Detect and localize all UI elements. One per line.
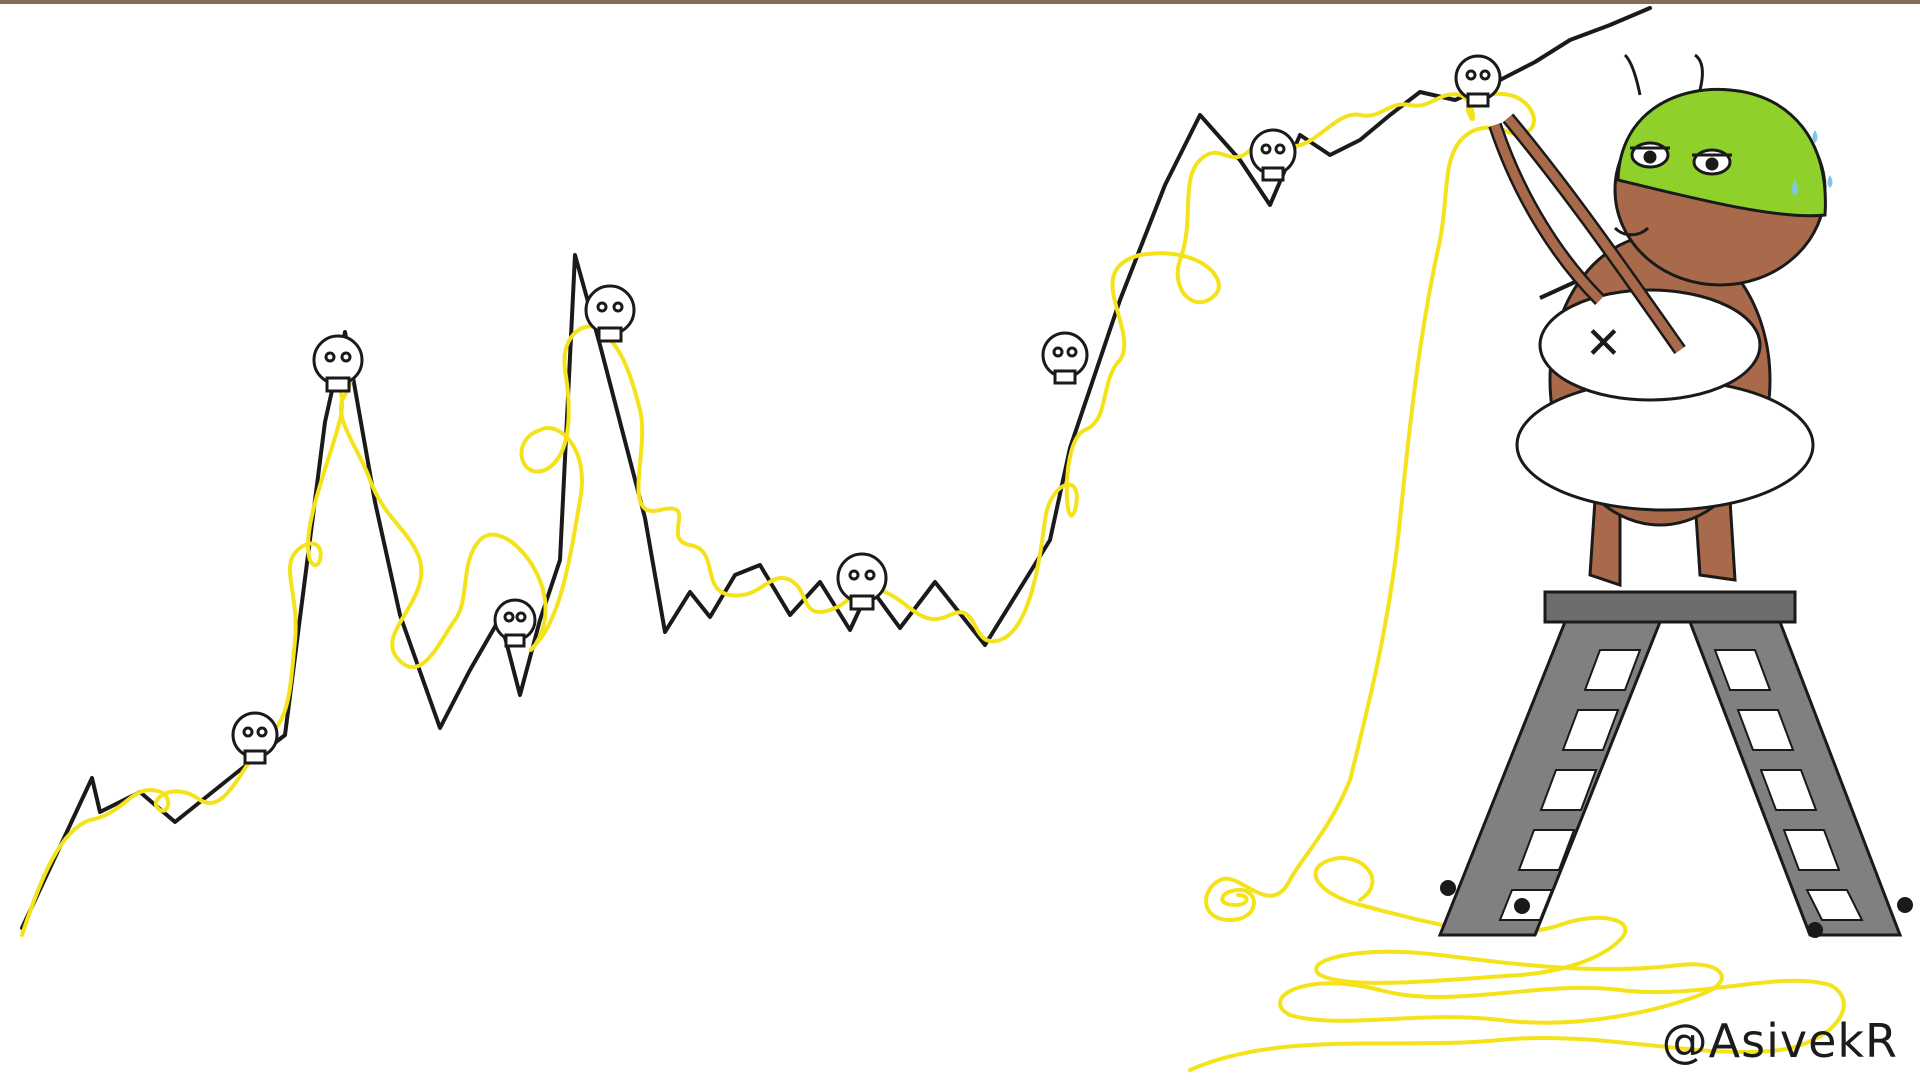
signature: @AsivekR <box>1661 1014 1898 1068</box>
ladder-icon <box>1437 590 1913 938</box>
skull-icon <box>231 54 1502 765</box>
svg-text:✕: ✕ <box>1585 318 1622 369</box>
rope-pile <box>1188 856 1846 1072</box>
yellow-rope <box>20 91 1536 937</box>
character-figure: ✕ <box>1488 53 1833 588</box>
top-border <box>0 0 1920 4</box>
